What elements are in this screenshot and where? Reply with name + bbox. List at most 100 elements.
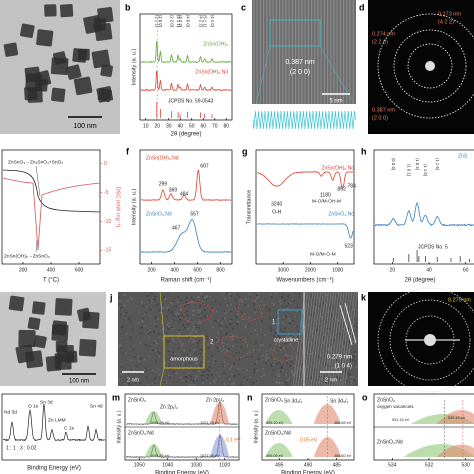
particle [94,23,113,41]
texture [167,293,169,295]
peak-label: 299 [159,181,168,187]
texture [193,310,196,312]
texture [194,323,197,326]
peak-label: C 1s [64,425,74,431]
texture [252,381,255,384]
texture [193,299,196,301]
texture [190,375,192,378]
shift-label: 0.1 eV [226,437,241,443]
texture [158,309,160,312]
series-label: ZnSn(OH)₆:Nd [146,155,179,161]
texture [216,347,219,349]
texture [120,326,123,329]
texture [230,295,232,298]
texture [202,363,205,366]
texture [178,332,181,335]
texture [139,332,142,334]
texture [120,305,123,308]
particle [51,87,66,103]
texture [276,309,278,312]
texture [316,329,318,332]
texture [151,382,154,385]
rule [336,291,350,387]
texture [171,300,174,303]
assignment: M-O/M-OH-M [312,198,341,204]
texture [202,298,204,301]
texture [223,372,225,374]
texture [162,303,164,306]
texture [206,298,208,301]
energy-label: 495.10 eV [266,421,284,425]
panel-label: b [125,2,131,12]
texture [211,347,214,350]
texture [144,313,146,316]
texture [258,349,261,351]
texture [194,362,197,364]
texture [172,320,175,322]
particle [27,87,43,103]
particle [8,295,25,312]
texture [260,375,263,378]
label: 0.173 nm [438,11,461,17]
texture [256,380,259,383]
texture [227,350,229,352]
texture [164,381,166,384]
texture [178,329,181,331]
peak-label: Zn LMM [48,417,66,423]
texture [289,302,292,304]
texture [211,326,214,329]
texture [189,383,191,386]
texture [279,349,282,352]
texture [355,377,358,380]
texture [138,359,140,362]
texture [284,348,286,351]
texture [244,297,247,300]
texture [238,357,241,360]
zoom-box [163,335,205,369]
texture [236,323,239,325]
texture [131,328,134,331]
texture [353,342,356,345]
texture [328,361,330,364]
tick-label: 1020 [219,462,230,468]
texture [148,355,151,358]
texture [124,293,127,296]
texture [181,311,183,314]
label: 0.279 nm [448,297,471,303]
texture [220,350,223,353]
texture [199,364,202,367]
panel-label: m [112,392,120,402]
texture [265,362,267,364]
curve [256,223,354,239]
tick-label: -15 [104,248,111,254]
texture [139,382,141,385]
rule [300,291,314,387]
texture [179,309,181,311]
tick-label: 2000 [305,267,316,273]
particle [91,49,111,69]
texture [122,313,125,315]
texture [334,336,336,339]
texture [248,293,251,295]
texture [298,293,300,295]
texture [349,353,352,356]
energy-label: 1021.65 eV [200,454,220,458]
texture [286,307,289,310]
texture [131,298,134,301]
panel-label: f [126,146,130,156]
tick-label: 30 [166,123,172,129]
peak-label: (0 0 3) [391,158,396,171]
texture [142,321,144,323]
texture [235,299,237,301]
texture [279,370,282,373]
ring [389,299,471,381]
texture [167,322,170,325]
texture [233,382,235,385]
texture [170,367,172,370]
series-label: ZnSnO₃:Nd [377,439,403,445]
texture [192,338,195,341]
texture [193,370,196,372]
texture [147,295,150,297]
texture [348,341,351,344]
texture [240,346,243,349]
